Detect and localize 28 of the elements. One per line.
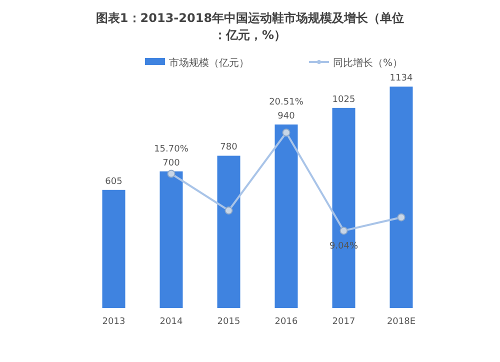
data-label: 1134 [390, 74, 413, 84]
data-label: 1025 [332, 94, 356, 105]
point [224, 206, 233, 215]
x-tick-label: 2017 [332, 317, 356, 327]
legend-label: 市场规模（亿元） [169, 57, 249, 69]
x-tick-label: 2013 [102, 317, 126, 327]
bar [390, 86, 413, 308]
chart-title: 图表1：2013-2018年中国运动鞋市场规模及增长（单位：亿元，%） [96, 11, 404, 42]
point [282, 128, 290, 137]
bar [102, 190, 126, 308]
x-tick-label: 2014 [160, 317, 183, 327]
legend-label: 同比增长（%） [333, 57, 403, 69]
bar [160, 171, 183, 308]
point [397, 213, 406, 222]
bar [274, 124, 298, 308]
x-tick-label: 2016 [274, 317, 298, 327]
x-tick-label: 2015 [217, 317, 240, 327]
x-tick-label: 2018E [386, 317, 416, 327]
point [167, 170, 176, 178]
data-label: 780 [220, 142, 238, 153]
data-label: 605 [105, 176, 122, 187]
data-label: 15.70% [154, 144, 189, 154]
data-label: 940 [278, 112, 296, 122]
data-label: 700 [162, 158, 180, 168]
point [340, 226, 348, 235]
bar [332, 108, 356, 308]
data-label: 20.51% [269, 98, 304, 108]
bar [217, 156, 240, 308]
